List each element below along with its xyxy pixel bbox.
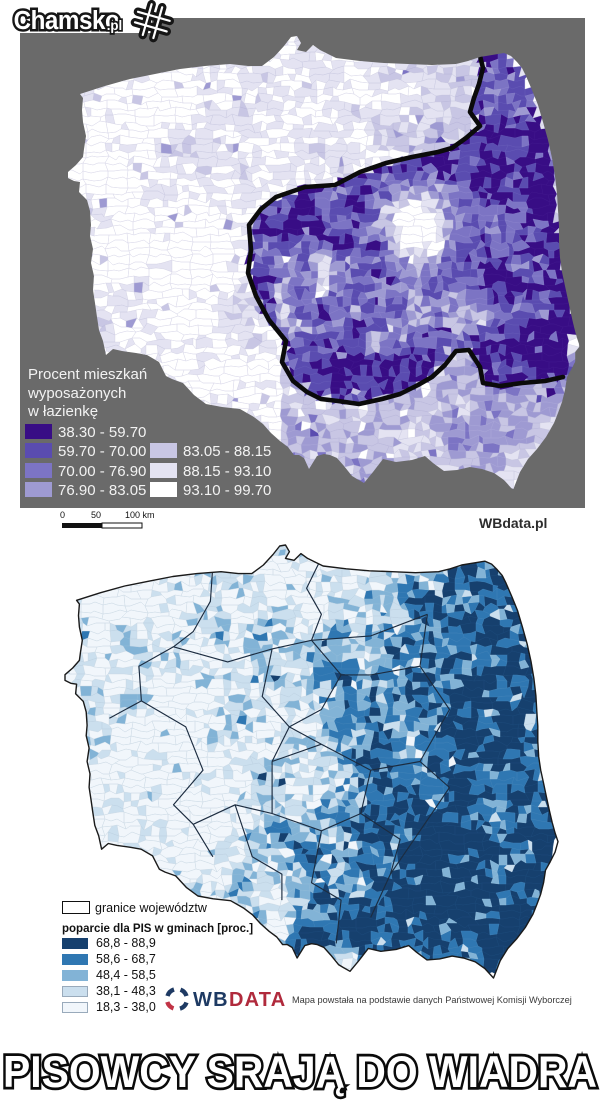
svg-text:0: 0	[60, 510, 65, 520]
svg-text:Chamsko: Chamsko	[14, 6, 120, 35]
svg-text:DATA: DATA	[229, 989, 286, 1011]
svg-text:WB: WB	[193, 989, 229, 1011]
svg-text:PISOWCY SRAJĄ DO WIADRA: PISOWCY SRAJĄ DO WIADRA	[3, 1048, 597, 1097]
svg-text:Mapa powstała na podstawie dan: Mapa powstała na podstawie danych Państw…	[292, 995, 572, 1005]
svg-text:.pl: .pl	[107, 18, 123, 33]
svg-text:100 km: 100 km	[125, 510, 155, 520]
svg-text:50: 50	[91, 510, 101, 520]
